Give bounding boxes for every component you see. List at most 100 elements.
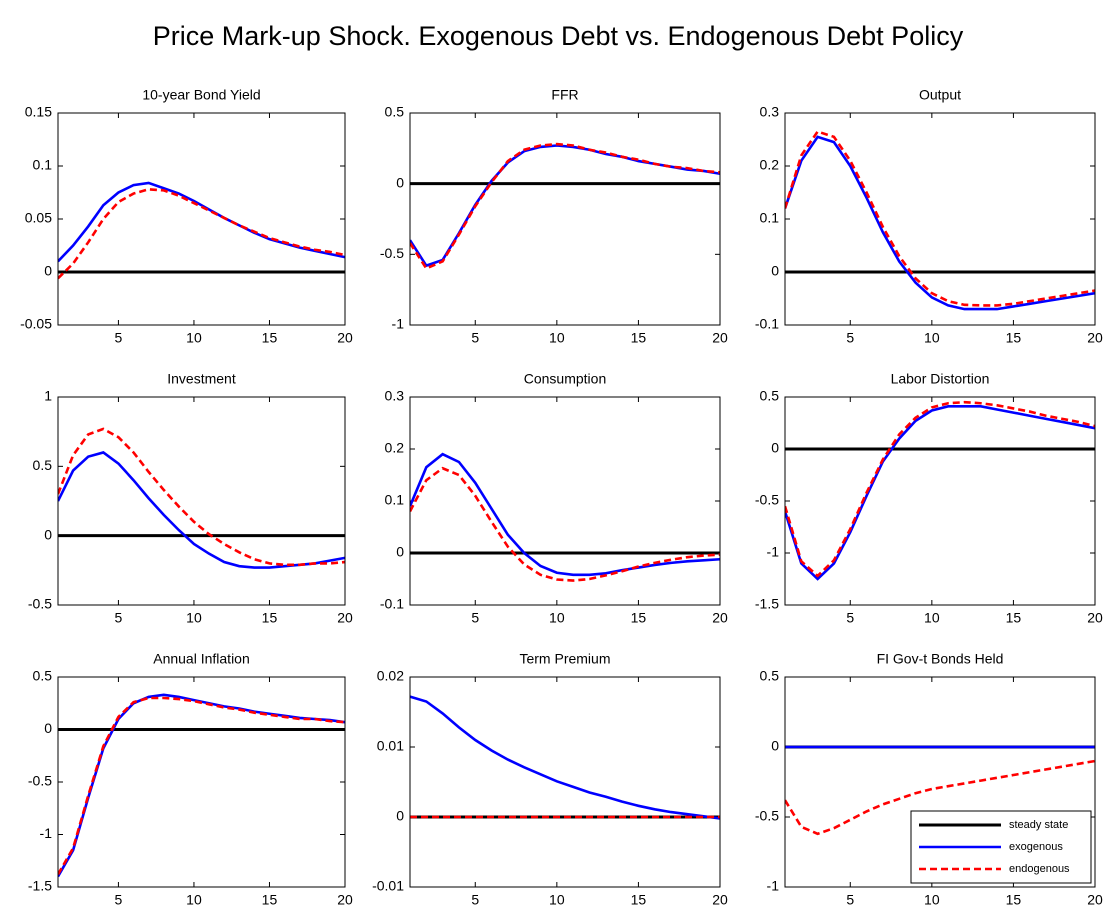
- y-tick-label: -0.5: [755, 808, 779, 824]
- plot-frame: [784, 396, 1096, 606]
- x-tick-label: 15: [1006, 330, 1022, 346]
- x-tick-label: 10: [924, 330, 940, 346]
- x-tick-label: 15: [262, 330, 278, 346]
- x-tick-label: 15: [1006, 610, 1022, 626]
- panel-title: FI Gov-t Bonds Held: [877, 651, 1004, 667]
- plot-frame: [57, 396, 346, 606]
- series-line: [410, 466, 720, 582]
- y-tick-label: -1: [392, 316, 405, 332]
- y-tick-label: -1.5: [755, 596, 779, 612]
- plot-frame: [784, 112, 1096, 326]
- y-tick-label: 0.1: [33, 157, 53, 173]
- y-tick-label: 0.5: [385, 104, 405, 120]
- plot-frame: [784, 676, 1096, 888]
- panel: Consumption -0.1 0 0.1 0.2 0.3 5 10 15 20: [380, 371, 728, 626]
- series-line: [58, 451, 345, 569]
- x-tick-label: 5: [115, 330, 123, 346]
- panel: Annual Inflation -1.5 -1 -0.5 0 0.5 5 10 15 20: [28, 651, 353, 905]
- y-tick-label: 0.01: [377, 738, 404, 754]
- legend-label: endogenous: [1009, 863, 1070, 875]
- series-line: [58, 696, 345, 876]
- panel: FI Gov-t Bonds Held -1 -0.5 0 0.5 5 10 15 20 stea…: [755, 651, 1103, 905]
- y-tick-label: 1: [44, 388, 52, 404]
- x-tick-label: 5: [115, 892, 123, 905]
- y-tick-label: 0: [44, 720, 52, 736]
- x-tick-label: 10: [186, 610, 202, 626]
- x-tick-label: 10: [549, 330, 565, 346]
- panel-title: Term Premium: [519, 651, 610, 667]
- plot-frame: [409, 396, 721, 606]
- panel: FFR -1 -0.5 0 0.5 5 10 15 20: [380, 87, 728, 346]
- y-tick-label: -0.5: [380, 245, 404, 261]
- y-tick-label: -0.5: [28, 773, 52, 789]
- series-line: [410, 695, 720, 820]
- panel-title: FFR: [551, 87, 578, 103]
- y-tick-label: 0.1: [760, 210, 780, 226]
- plot-frame: [409, 112, 721, 326]
- x-tick-label: 20: [337, 610, 353, 626]
- x-tick-label: 20: [712, 610, 728, 626]
- x-tick-label: 10: [549, 892, 565, 905]
- series-line: [410, 142, 720, 271]
- x-tick-label: 5: [471, 892, 479, 905]
- x-tick-label: 10: [186, 892, 202, 905]
- panel-title: Labor Distortion: [891, 371, 990, 387]
- series-line: [785, 135, 1095, 311]
- x-tick-label: 5: [846, 610, 854, 626]
- x-tick-label: 20: [1087, 892, 1103, 905]
- panel: Output -0.1 0 0.1 0.2 0.3 5 10 15 20: [755, 87, 1103, 346]
- x-tick-label: 20: [712, 330, 728, 346]
- x-tick-label: 15: [1006, 892, 1022, 905]
- series-line: [785, 759, 1095, 836]
- figure-title: Price Mark-up Shock. Exogenous Debt vs. …: [153, 21, 964, 51]
- panel-title: Output: [919, 87, 961, 103]
- plot-frame: [409, 676, 721, 888]
- y-tick-label: -1: [767, 544, 780, 560]
- series-line: [785, 405, 1095, 581]
- y-tick-label: -1: [40, 825, 53, 841]
- plot-frame: [57, 676, 346, 888]
- series-line: [58, 427, 345, 567]
- y-tick-label: 0.5: [760, 668, 780, 684]
- panel: Term Premium -0.01 0 0.01 0.02 5 10 15 20: [372, 651, 728, 905]
- panel: 10-year Bond Yield -0.05 0 0.05 0.1 0.15 5 10 15…: [20, 87, 353, 346]
- x-tick-label: 15: [631, 330, 647, 346]
- y-tick-label: 0: [771, 440, 779, 456]
- x-tick-label: 10: [924, 892, 940, 905]
- x-tick-label: 20: [337, 892, 353, 905]
- plot-frame: [57, 112, 346, 326]
- panel-title: Annual Inflation: [153, 651, 250, 667]
- y-tick-label: 0.5: [33, 457, 53, 473]
- series-line: [785, 400, 1095, 578]
- legend-label: exogenous: [1009, 841, 1063, 853]
- x-tick-label: 20: [1087, 330, 1103, 346]
- y-tick-label: 0.2: [760, 157, 780, 173]
- panel: Labor Distortion -1.5 -1 -0.5 0 0.5 5 10 15 20: [755, 371, 1103, 626]
- y-tick-label: -0.5: [755, 492, 779, 508]
- panel-title: Investment: [167, 371, 236, 387]
- legend-label: steady state: [1009, 819, 1068, 831]
- y-tick-label: 0.2: [385, 440, 405, 456]
- panel-title: 10-year Bond Yield: [142, 87, 260, 103]
- x-tick-label: 10: [549, 610, 565, 626]
- y-tick-label: 0.05: [25, 210, 52, 226]
- y-tick-label: -1.5: [28, 878, 52, 894]
- x-tick-label: 5: [115, 610, 123, 626]
- x-tick-label: 5: [846, 892, 854, 905]
- x-tick-label: 15: [262, 610, 278, 626]
- x-tick-label: 10: [186, 330, 202, 346]
- panel: Investment-0.500.515 10 15 20: [28, 371, 353, 626]
- series-line: [410, 452, 720, 577]
- y-tick-label: -0.05: [20, 316, 52, 332]
- y-tick-label: 0.3: [385, 388, 405, 404]
- legend: steady state exogenous endogenous: [910, 810, 1092, 884]
- x-tick-label: 20: [712, 892, 728, 905]
- y-tick-label: 0: [771, 263, 779, 279]
- y-tick-label: -0.01: [372, 878, 404, 894]
- y-tick-label: 0: [44, 263, 52, 279]
- y-tick-label: -0.1: [755, 316, 779, 332]
- y-tick-label: 0: [44, 526, 52, 542]
- y-tick-label: -0.5: [28, 596, 52, 612]
